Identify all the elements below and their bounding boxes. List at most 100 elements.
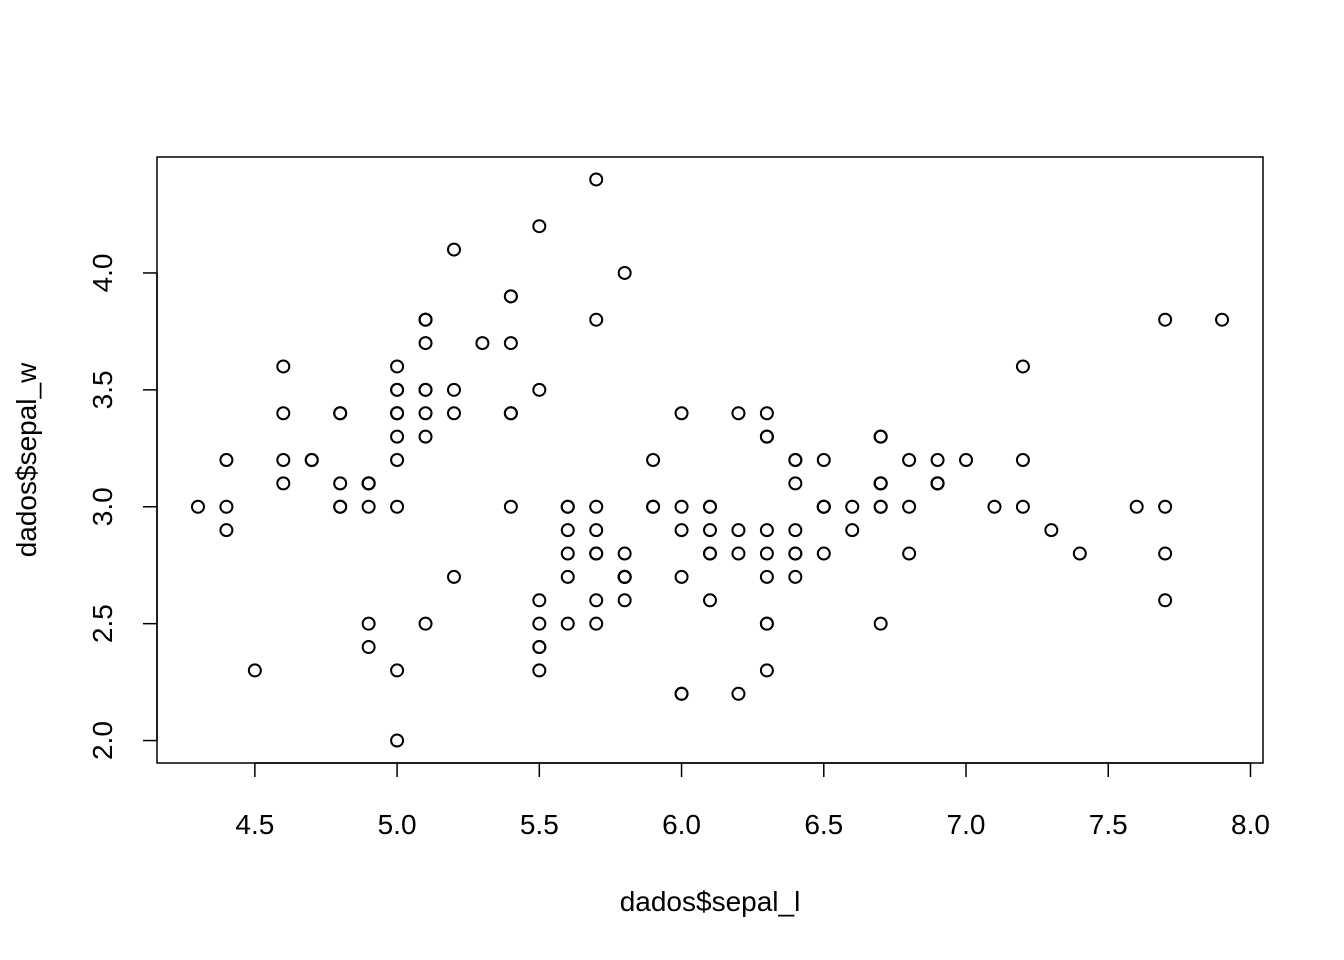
data-point bbox=[560, 569, 575, 584]
data-point bbox=[532, 640, 547, 655]
data-point bbox=[1015, 499, 1030, 514]
data-point bbox=[816, 546, 831, 561]
data-point bbox=[674, 686, 689, 701]
data-point bbox=[703, 499, 717, 514]
data-point bbox=[418, 312, 433, 327]
data-point bbox=[930, 476, 945, 491]
y-axis-label: dados$sepal_w bbox=[11, 362, 42, 557]
data-point bbox=[418, 429, 433, 444]
data-point bbox=[845, 499, 860, 514]
data-point bbox=[1015, 453, 1030, 467]
data-point bbox=[759, 523, 774, 538]
data-point bbox=[560, 616, 575, 631]
data-point bbox=[532, 593, 547, 608]
data-point bbox=[1215, 312, 1230, 327]
data-point bbox=[873, 476, 888, 491]
data-point bbox=[503, 289, 518, 304]
data-point bbox=[532, 616, 547, 631]
data-point bbox=[816, 453, 831, 467]
x-tick-label: 6.5 bbox=[804, 809, 843, 840]
data-point bbox=[390, 499, 405, 514]
data-point bbox=[788, 546, 803, 561]
data-point bbox=[1044, 523, 1059, 538]
data-point bbox=[617, 569, 632, 584]
data-point bbox=[276, 476, 291, 491]
data-point bbox=[987, 499, 1002, 514]
data-point bbox=[788, 523, 803, 538]
data-point bbox=[418, 406, 433, 421]
x-tick-label: 5.0 bbox=[378, 809, 417, 840]
data-point bbox=[390, 382, 405, 397]
points-layer bbox=[190, 172, 1230, 748]
data-point bbox=[674, 499, 689, 514]
data-point bbox=[446, 569, 461, 584]
data-point bbox=[219, 523, 234, 538]
data-point bbox=[674, 406, 689, 421]
y-tick-label: 2.5 bbox=[87, 604, 118, 643]
data-point bbox=[617, 265, 632, 280]
data-point bbox=[759, 663, 774, 678]
data-point bbox=[902, 546, 917, 561]
data-point bbox=[816, 499, 831, 514]
data-point bbox=[304, 453, 319, 467]
data-point bbox=[276, 359, 291, 374]
data-point bbox=[1158, 593, 1173, 608]
data-point bbox=[446, 406, 461, 421]
x-tick-label: 8.0 bbox=[1231, 809, 1270, 840]
data-point bbox=[276, 453, 291, 467]
data-point bbox=[503, 336, 518, 351]
data-point bbox=[446, 382, 461, 397]
data-point bbox=[589, 546, 604, 561]
data-point bbox=[674, 569, 689, 584]
data-point bbox=[560, 546, 575, 561]
data-point bbox=[617, 593, 632, 608]
data-point bbox=[703, 546, 717, 561]
y-tick-label: 4.0 bbox=[87, 253, 118, 292]
data-point bbox=[361, 616, 376, 631]
data-point bbox=[361, 499, 376, 514]
x-tick-label: 5.5 bbox=[520, 809, 559, 840]
data-point bbox=[219, 499, 234, 514]
data-point bbox=[902, 499, 917, 514]
data-point bbox=[788, 569, 803, 584]
data-point bbox=[845, 523, 860, 538]
data-point bbox=[703, 523, 717, 538]
data-point bbox=[1129, 499, 1144, 514]
x-axis-label: dados$sepal_l bbox=[620, 886, 801, 917]
data-point bbox=[873, 429, 888, 444]
plot-frame bbox=[156, 156, 1264, 764]
x-axis: 4.5 5.0 5.5 6.0 6.5 7.0 7.5 8.0 bbox=[235, 762, 1270, 840]
data-point bbox=[390, 663, 405, 678]
data-point bbox=[759, 546, 774, 561]
data-point bbox=[475, 336, 490, 351]
y-tick-label: 2.0 bbox=[87, 721, 118, 760]
data-point bbox=[503, 406, 518, 421]
data-point bbox=[532, 382, 547, 397]
data-point bbox=[674, 523, 689, 538]
data-point bbox=[759, 406, 774, 421]
y-tick-label: 3.0 bbox=[87, 487, 118, 526]
data-point bbox=[731, 546, 746, 561]
data-point bbox=[560, 523, 575, 538]
data-point bbox=[703, 593, 717, 608]
data-point bbox=[532, 663, 547, 678]
data-point bbox=[532, 219, 547, 234]
data-point bbox=[589, 312, 604, 327]
data-point bbox=[1158, 546, 1173, 561]
data-point bbox=[759, 569, 774, 584]
data-point bbox=[446, 242, 461, 257]
data-point bbox=[560, 499, 575, 514]
y-axis: 2.0 2.5 3.0 3.5 4.0 bbox=[87, 253, 158, 760]
data-point bbox=[873, 616, 888, 631]
y-tick-label: 3.5 bbox=[87, 370, 118, 409]
data-point bbox=[333, 476, 348, 491]
x-tick-label: 6.0 bbox=[662, 809, 701, 840]
data-point bbox=[646, 499, 661, 514]
data-point bbox=[390, 429, 405, 444]
data-point bbox=[418, 616, 433, 631]
data-point bbox=[759, 616, 774, 631]
data-point bbox=[759, 429, 774, 444]
data-point bbox=[333, 499, 348, 514]
x-tick-label: 7.5 bbox=[1089, 809, 1128, 840]
